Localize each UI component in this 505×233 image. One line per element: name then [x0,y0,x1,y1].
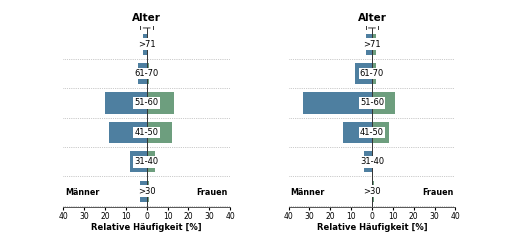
Bar [142,34,146,55]
Text: 61-70: 61-70 [359,69,383,78]
Bar [105,92,146,113]
Text: 41-50: 41-50 [359,128,383,137]
Bar [146,181,148,202]
Bar [146,122,171,143]
Text: 61-70: 61-70 [134,69,159,78]
Bar [302,92,371,113]
Bar [371,181,373,202]
Text: Frauen: Frauen [196,188,228,197]
Bar [371,122,388,143]
Bar [371,63,375,84]
Bar [109,122,146,143]
Text: >71: >71 [137,40,155,49]
Text: 31-40: 31-40 [359,157,383,166]
Bar [138,63,146,84]
Text: >30: >30 [137,187,155,196]
Title: Alter: Alter [357,13,386,23]
X-axis label: Relative Häufigkeit [%]: Relative Häufigkeit [%] [316,223,426,232]
Text: Männer: Männer [65,188,99,197]
Bar [363,151,371,172]
Bar [342,122,371,143]
Text: >30: >30 [363,187,380,196]
Text: 51-60: 51-60 [134,99,159,107]
Bar [371,92,394,113]
Bar [146,92,173,113]
Bar [140,181,146,202]
Text: 31-40: 31-40 [134,157,159,166]
Bar [146,63,148,84]
Bar [365,34,371,55]
Bar [371,34,375,55]
X-axis label: Relative Häufigkeit [%]: Relative Häufigkeit [%] [91,223,201,232]
Bar [355,63,371,84]
Text: 51-60: 51-60 [359,99,383,107]
Text: 41-50: 41-50 [134,128,159,137]
Bar [130,151,146,172]
Text: Männer: Männer [290,188,324,197]
Bar [146,151,155,172]
Text: >71: >71 [363,40,380,49]
Title: Alter: Alter [132,13,161,23]
Text: Frauen: Frauen [421,188,452,197]
